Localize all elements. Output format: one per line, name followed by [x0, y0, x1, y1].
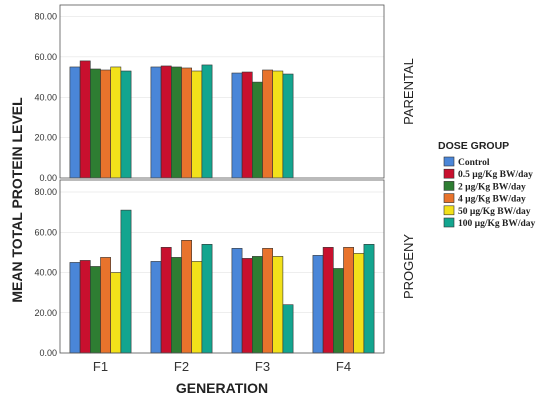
bar-progeny-f2-s1 — [160, 247, 172, 354]
y-tick-label: 0.00 — [39, 348, 57, 358]
bar-parental-f3-s3 — [262, 69, 273, 179]
y-tick-label: 60.00 — [34, 52, 57, 62]
legend-label: 100 µg/Kg BW/day — [458, 219, 536, 229]
bar-progeny-f1-s2 — [90, 266, 101, 354]
bar-progeny-f3-s4 — [272, 256, 284, 354]
bar-parental-f3-s2 — [252, 81, 263, 179]
x-tick-label: F2 — [174, 359, 189, 374]
bar-progeny-f3-s2 — [252, 256, 263, 354]
bar-parental-f1-s1 — [79, 60, 91, 179]
bar-progeny-f4-s1 — [322, 247, 334, 354]
bar-parental-f1-s5 — [120, 70, 132, 179]
legend-label: 0.5 µg/Kg BW/day — [458, 170, 533, 180]
legend-swatch — [443, 156, 455, 167]
legend-swatch — [443, 181, 455, 191]
x-axis-title: GENERATION — [176, 380, 268, 396]
y-tick-label: 80.00 — [34, 12, 57, 22]
bar-progeny-f1-s5 — [120, 209, 132, 354]
legend-label: 50 µg/Kg BW/day — [458, 207, 531, 217]
x-tick-label: F4 — [336, 359, 351, 374]
legend-label: Control — [458, 158, 490, 168]
legend-label: 4 µg/Kg BW/day — [458, 195, 526, 205]
legend-swatch — [443, 217, 455, 228]
bar-parental-f2-s0 — [150, 66, 162, 179]
panel-frame — [59, 179, 385, 354]
bar-parental-f1-s4 — [110, 66, 122, 179]
bar-parental-f2-s1 — [160, 65, 172, 179]
y-axis-title: MEAN TOTAL PROTEIN LEVEL — [9, 97, 25, 303]
bar-progeny-f2-s2 — [171, 257, 182, 354]
bar-progeny-f4-s4 — [353, 253, 365, 354]
bar-progeny-f2-s5 — [201, 244, 213, 354]
panel-title: PARENTAL — [401, 58, 416, 125]
bar-progeny-f1-s4 — [110, 272, 122, 354]
bar-parental-f3-s0 — [231, 72, 243, 179]
y-tick-label: 80.00 — [34, 187, 57, 197]
bar-parental-f1-s0 — [69, 66, 81, 179]
legend-swatch — [443, 193, 455, 203]
bar-progeny-f2-s4 — [191, 261, 203, 354]
bar-parental-f2-s4 — [191, 70, 203, 179]
bar-progeny-f2-s3 — [181, 240, 192, 354]
panel-frame — [59, 4, 385, 179]
y-tick-label: 60.00 — [34, 227, 57, 237]
y-tick-label: 0.00 — [39, 173, 57, 183]
bar-progeny-f1-s0 — [69, 262, 81, 354]
bar-parental-f1-s2 — [90, 68, 101, 179]
bar-parental-f3-s4 — [272, 70, 284, 179]
bar-parental-f1-s3 — [100, 69, 111, 179]
bar-progeny-f4-s2 — [332, 268, 344, 354]
bar-parental-f2-s5 — [201, 64, 213, 179]
legend-title: DOSE GROUP — [438, 140, 509, 152]
panels-layer: 0.00 20.00 40.00 60.00 80.00 PARENTAL 0.00 20.0… — [34, 4, 416, 374]
bar-progeny-f1-s3 — [100, 257, 111, 354]
legend: DOSE GROUP Control 0.5 µg/Kg BW/day 2 µg/K… — [438, 140, 536, 229]
bar-parental-f3-s5 — [282, 73, 294, 179]
bar-progeny-f3-s1 — [241, 258, 253, 354]
y-tick-label: 20.00 — [34, 133, 57, 143]
legend-swatch — [443, 168, 455, 179]
bar-parental-f2-s3 — [181, 67, 192, 179]
bar-parental-f3-s1 — [241, 71, 253, 179]
bar-progeny-f3-s3 — [262, 248, 273, 354]
bar-progeny-f3-s5 — [282, 304, 294, 354]
bar-progeny-f3-s0 — [231, 248, 243, 354]
x-tick-label: F1 — [93, 359, 108, 374]
bar-parental-f2-s2 — [171, 66, 182, 179]
x-tick-label: F3 — [255, 359, 270, 374]
bar-progeny-f1-s1 — [79, 260, 91, 354]
legend-label: 2 µg/Kg BW/day — [458, 182, 526, 192]
y-tick-label: 40.00 — [34, 92, 57, 102]
y-tick-label: 20.00 — [34, 308, 57, 318]
bar-progeny-f4-s0 — [312, 255, 324, 354]
panel-title: PROGENY — [401, 234, 416, 299]
bar-progeny-f4-s5 — [363, 244, 375, 354]
y-tick-label: 40.00 — [34, 268, 57, 278]
bar-progeny-f4-s3 — [343, 247, 354, 354]
legend-swatch — [443, 205, 455, 216]
bar-progeny-f2-s0 — [150, 261, 162, 354]
